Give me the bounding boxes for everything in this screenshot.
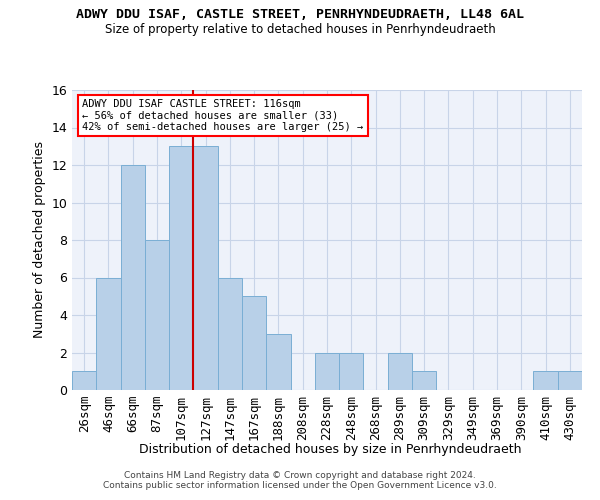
Bar (266, 334, 290, 390)
Bar (388, 352, 412, 390)
Bar (145, 240, 169, 390)
Text: Distribution of detached houses by size in Penrhyndeudraeth: Distribution of detached houses by size … (139, 442, 521, 456)
Bar (121, 165, 145, 390)
Bar (72, 371, 96, 390)
Bar (169, 146, 193, 390)
Bar (315, 352, 339, 390)
Bar (96, 278, 121, 390)
Bar (218, 278, 242, 390)
Bar (533, 371, 558, 390)
Bar (193, 146, 218, 390)
Y-axis label: Number of detached properties: Number of detached properties (33, 142, 46, 338)
Text: Size of property relative to detached houses in Penrhyndeudraeth: Size of property relative to detached ho… (104, 22, 496, 36)
Bar (558, 371, 582, 390)
Bar (242, 296, 266, 390)
Bar (339, 352, 364, 390)
Text: Contains public sector information licensed under the Open Government Licence v3: Contains public sector information licen… (103, 481, 497, 490)
Text: ADWY DDU ISAF, CASTLE STREET, PENRHYNDEUDRAETH, LL48 6AL: ADWY DDU ISAF, CASTLE STREET, PENRHYNDEU… (76, 8, 524, 20)
Bar (412, 371, 436, 390)
Text: Contains HM Land Registry data © Crown copyright and database right 2024.: Contains HM Land Registry data © Crown c… (124, 471, 476, 480)
Text: ADWY DDU ISAF CASTLE STREET: 116sqm
← 56% of detached houses are smaller (33)
42: ADWY DDU ISAF CASTLE STREET: 116sqm ← 56… (82, 99, 364, 132)
